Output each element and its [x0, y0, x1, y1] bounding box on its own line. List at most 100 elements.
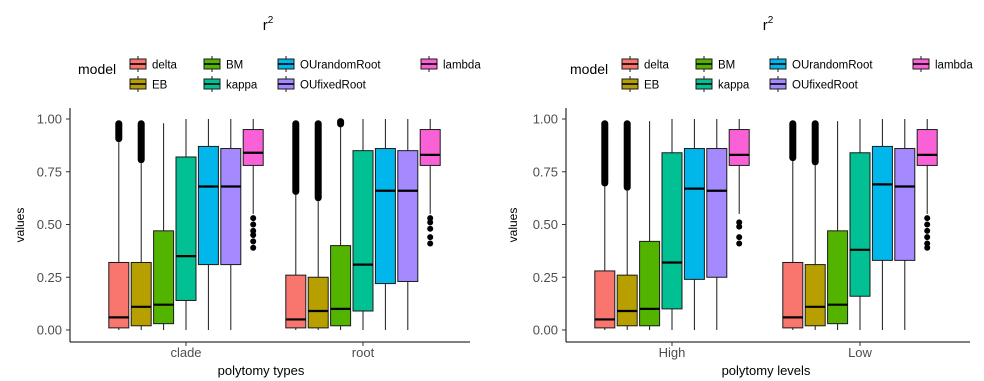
box-kappa-High [661, 119, 683, 330]
box-delta-root [285, 120, 307, 330]
legend-item-BM: BM [695, 56, 735, 72]
outlier-point [250, 238, 257, 245]
outlier-point [736, 234, 743, 241]
legend-label: lambda [935, 60, 973, 72]
box-EB-clade [130, 120, 152, 330]
legend-label: EB [152, 80, 168, 92]
legend-label: BM [226, 60, 243, 72]
legend-item-kappa: kappa [203, 76, 258, 92]
legend-item-lambda: lambda [912, 56, 973, 72]
box-BM-clade [153, 123, 175, 330]
x-tick-label: Low [848, 345, 872, 360]
outlier-band [811, 120, 819, 166]
box-delta-Low [782, 120, 804, 330]
box-body [397, 150, 419, 282]
legend-label: kappa [718, 80, 750, 92]
box-BM-High [639, 121, 661, 330]
box-body [419, 129, 441, 166]
box-body [782, 261, 804, 329]
outlier-band [623, 120, 631, 191]
outlier-point [250, 227, 257, 234]
box-OUfixedRoot-root [397, 119, 419, 330]
y-tick-label: 0.00 [37, 323, 62, 338]
y-axis-label: values [13, 208, 27, 243]
axes: 0.00 0.25 0.50 0.75 1.00 High Low [533, 108, 970, 360]
outlier-point [736, 240, 743, 247]
legend-label: kappa [226, 80, 258, 92]
y-tick-label: 0.25 [37, 270, 62, 285]
box-body [153, 230, 175, 325]
box-body [616, 274, 638, 327]
legend: model delta EB BM kappa OUrandomRoot OUfixedRo… [78, 56, 481, 92]
outlier-point [250, 221, 257, 228]
legend-item-OUfixedRoot: OUfixedRoot [277, 76, 367, 92]
box-body [728, 129, 750, 166]
x-tick-label: High [659, 345, 686, 360]
legend-label: delta [644, 60, 670, 72]
box-lambda-Low [916, 119, 938, 251]
box-body [285, 274, 307, 329]
outlier-point [427, 215, 434, 222]
outlier-point [427, 234, 434, 241]
outlier-band [292, 120, 300, 195]
outlier-band [115, 120, 123, 143]
outlier-band [789, 120, 797, 162]
box-marks [594, 119, 938, 330]
outlier-band [601, 120, 609, 187]
box-body [661, 152, 683, 310]
outlier-point [924, 244, 931, 251]
box-lambda-clade [242, 119, 264, 251]
box-body [706, 148, 728, 278]
legend-label: OUfixedRoot [792, 80, 859, 92]
legend-item-BM: BM [203, 56, 243, 72]
outlier-point [736, 219, 743, 226]
box-OUfixedRoot-High [706, 119, 728, 330]
legend-label: BM [718, 60, 735, 72]
box-body [130, 261, 152, 327]
box-delta-High [594, 120, 616, 330]
y-tick-label: 0.50 [533, 217, 558, 232]
legend-item-OUrandomRoot: OUrandomRoot [769, 56, 873, 72]
box-body [916, 129, 938, 166]
legend: model delta EB BM kappa OUrandomRoot OUfixedRo… [570, 56, 973, 92]
box-body [871, 145, 893, 261]
outlier-point [250, 244, 257, 251]
outlier-point [924, 221, 931, 228]
legend-item-delta: delta [621, 56, 670, 72]
outlier-point [250, 215, 257, 222]
box-body [330, 245, 352, 327]
outlier-band [137, 120, 145, 164]
legend-item-EB: EB [621, 76, 660, 92]
legend-item-OUrandomRoot: OUrandomRoot [277, 56, 381, 72]
legend-label: lambda [443, 60, 481, 72]
y-tick-label: 0.00 [533, 323, 558, 338]
box-body [594, 270, 616, 329]
box-body [108, 261, 130, 329]
legend-title: model [78, 61, 116, 77]
box-OUfixedRoot-clade [220, 119, 242, 330]
legend-item-EB: EB [129, 76, 168, 92]
legend-label: delta [152, 60, 178, 72]
box-marks [108, 118, 441, 330]
box-body [639, 240, 661, 327]
box-body [307, 276, 329, 329]
outlier-point [924, 240, 931, 247]
legend-label: OUfixedRoot [300, 80, 367, 92]
outlier-point [427, 225, 434, 232]
chart-title: r2 [763, 15, 774, 34]
box-kappa-Low [849, 119, 871, 330]
legend-title: model [570, 61, 608, 77]
legend-label: EB [644, 80, 660, 92]
legend-item-kappa: kappa [695, 76, 750, 92]
outlier-point [427, 219, 434, 226]
box-lambda-root [419, 119, 441, 247]
box-body [197, 145, 219, 266]
outlier-point [924, 234, 931, 241]
y-tick-label: 0.75 [37, 164, 62, 179]
box-OUrandomRoot-clade [197, 119, 219, 330]
y-tick-label: 1.00 [37, 112, 62, 127]
box-body [220, 148, 242, 266]
outlier-point [250, 232, 257, 239]
box-body [242, 129, 264, 166]
